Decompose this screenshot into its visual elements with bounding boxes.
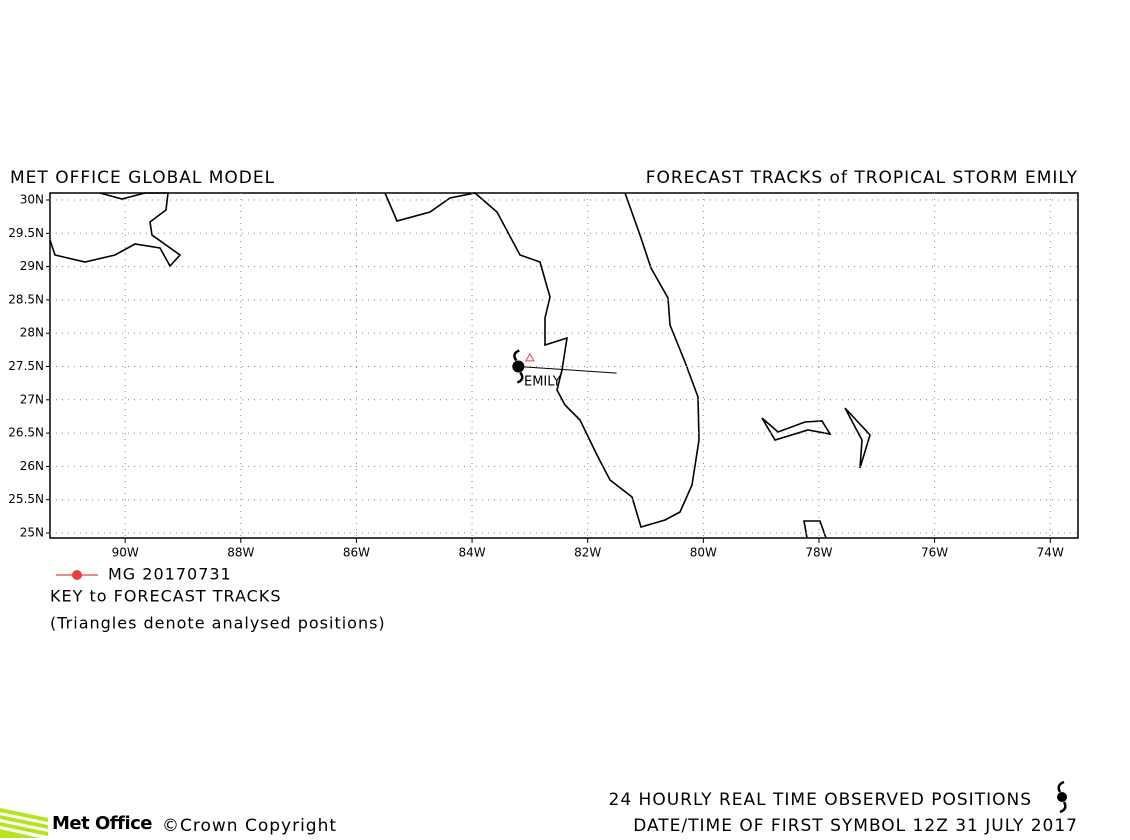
legend-marker <box>72 570 82 580</box>
x-tick-label: 88W <box>227 546 254 560</box>
coastlines <box>49 192 871 539</box>
x-tick-label: 74W <box>1037 546 1064 560</box>
model-title: MET OFFICE GLOBAL MODEL <box>10 168 275 188</box>
first-symbol-note: DATE/TIME OF FIRST SYMBOL 12Z 31 JULY 20… <box>633 816 1078 836</box>
x-tick-label: 86W <box>343 546 370 560</box>
y-tick-label: 29.5N <box>8 226 44 240</box>
analysed-triangle <box>525 352 535 362</box>
y-tick-label: 29N <box>20 259 44 273</box>
x-tick-label: 76W <box>921 546 948 560</box>
y-tick-label: 26N <box>20 459 44 473</box>
map-layer: 90W 88W 86W 84W 82W 80W 78W 76W 74W 30N 29.5N 29N 28… <box>8 192 1078 560</box>
y-tick-label: 27.5N <box>8 359 44 373</box>
legend-title: KEY to FORECAST TRACKS <box>50 587 282 606</box>
copyright: ©Crown Copyright <box>162 816 337 836</box>
track-line <box>518 366 617 374</box>
map-frame <box>49 192 1079 539</box>
legend-entry: MG 20170731 <box>108 565 232 584</box>
y-tick-label: 25.5N <box>8 492 44 506</box>
storm-label: EMILY <box>524 375 561 390</box>
x-tick-label: 78W <box>805 546 832 560</box>
map-title: FORECAST TRACKS of TROPICAL STORM EMILY <box>646 168 1078 188</box>
y-tick-label: 25N <box>20 526 44 540</box>
y-tick-label: 28.5N <box>8 292 44 306</box>
x-tick-label: 80W <box>690 546 717 560</box>
logo <box>0 808 48 838</box>
y-tick-label: 28N <box>20 326 44 340</box>
x-tick-label: 84W <box>458 546 485 560</box>
storm-arms <box>513 349 524 384</box>
legend-note: (Triangles denote analysed positions) <box>50 614 386 633</box>
y-tick-label: 26.5N <box>8 426 44 440</box>
logo-text: Met Office <box>52 813 152 834</box>
track-start <box>512 360 525 373</box>
observed-note: 24 HOURLY REAL TIME OBSERVED POSITIONS <box>609 790 1032 810</box>
y-tick-label: 30N <box>20 192 44 206</box>
storm-symbol <box>1057 780 1067 814</box>
x-tick-label: 82W <box>574 546 601 560</box>
y-tick-label: 27N <box>20 392 44 406</box>
x-tick-label: 90W <box>112 546 139 560</box>
